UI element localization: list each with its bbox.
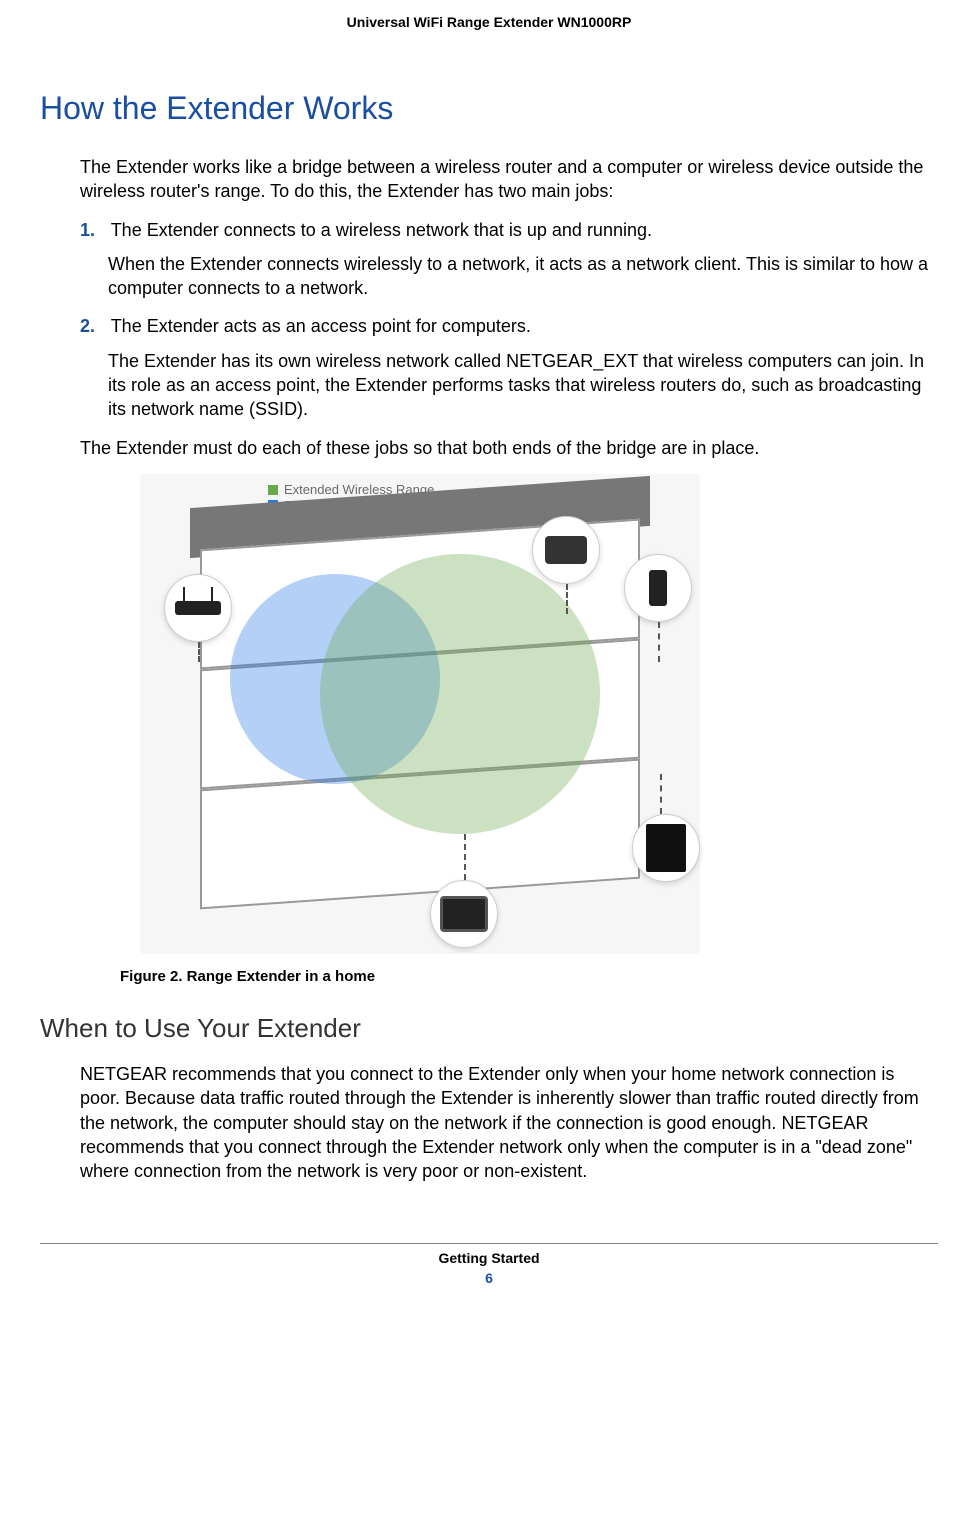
list-item-lead: The Extender acts as an access point for…	[111, 316, 531, 336]
legend-swatch-extended	[268, 485, 278, 495]
connection-line	[464, 834, 466, 880]
router-shape	[175, 601, 221, 615]
laptop-icon	[532, 516, 600, 584]
connection-line	[660, 774, 662, 814]
list-item: The Extender acts as an access point for…	[108, 314, 938, 421]
jobs-list: The Extender connects to a wireless netw…	[80, 218, 938, 422]
footer-section-label: Getting Started	[40, 1250, 938, 1266]
connection-line	[198, 642, 200, 662]
connection-line	[566, 584, 568, 614]
after-list-paragraph: The Extender must do each of these jobs …	[80, 436, 938, 460]
phone-icon	[624, 554, 692, 622]
list-item: The Extender connects to a wireless netw…	[108, 218, 938, 301]
house-illustration	[200, 534, 640, 914]
laptop-shape	[545, 536, 587, 564]
phone-shape	[649, 570, 667, 606]
range-extender-diagram: Extended Wireless Range Router Range	[140, 474, 700, 954]
tablet-icon	[430, 880, 498, 948]
figure-container: Extended Wireless Range Router Range Fig…	[80, 474, 938, 985]
console-icon	[632, 814, 700, 882]
section-heading: When to Use Your Extender	[40, 1013, 938, 1044]
page-number: 6	[40, 1266, 938, 1286]
document-header: Universal WiFi Range Extender WN1000RP	[40, 0, 938, 90]
page-footer: Getting Started 6	[40, 1243, 938, 1286]
tablet-shape	[440, 896, 488, 932]
intro-paragraph: The Extender works like a bridge between…	[80, 155, 938, 204]
page-title: How the Extender Works	[40, 90, 938, 127]
list-item-sub: The Extender has its own wireless networ…	[108, 349, 938, 422]
when-to-use-paragraph: NETGEAR recommends that you connect to t…	[80, 1062, 938, 1183]
extender-range-circle	[320, 554, 600, 834]
connection-line	[658, 622, 660, 662]
product-title: Universal WiFi Range Extender WN1000RP	[347, 14, 632, 30]
list-item-sub: When the Extender connects wirelessly to…	[108, 252, 938, 301]
list-item-lead: The Extender connects to a wireless netw…	[111, 220, 652, 240]
figure-caption: Figure 2. Range Extender in a home	[120, 968, 938, 985]
console-shape	[646, 824, 686, 872]
router-icon	[164, 574, 232, 642]
